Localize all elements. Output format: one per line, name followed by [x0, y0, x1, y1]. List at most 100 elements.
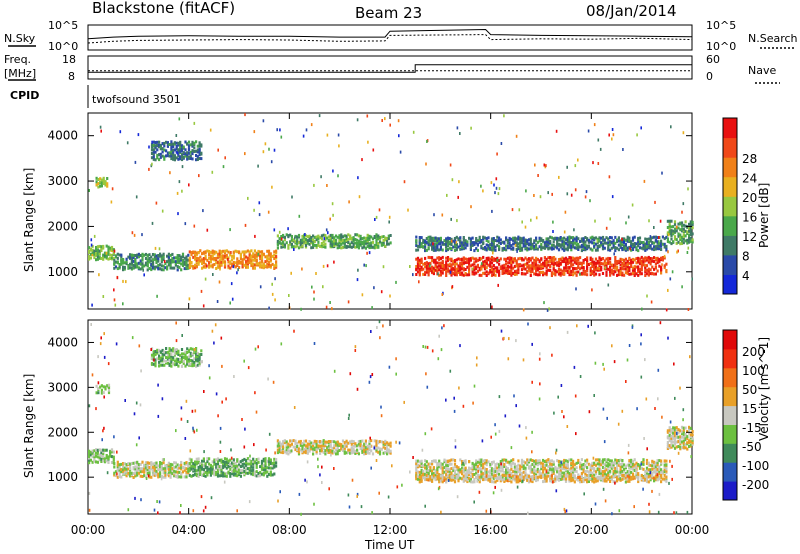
echo-cell [635, 257, 638, 261]
echo-cell [114, 470, 118, 474]
echo-cell [141, 252, 144, 256]
echo-cell [503, 269, 506, 273]
echo-cell [100, 249, 103, 253]
echo-cell [191, 149, 194, 153]
echo-cell [612, 239, 615, 243]
echo-cell [510, 476, 513, 480]
echo-cell [100, 184, 103, 188]
echo-cell [264, 459, 267, 463]
echo-cell [340, 233, 343, 237]
echo-cell [91, 250, 94, 254]
echo-cell [462, 459, 465, 463]
echo-cell [196, 150, 199, 154]
echo-cell [171, 463, 174, 467]
echo-cell [568, 273, 571, 277]
echo-cell [436, 467, 439, 471]
echo-cell [161, 154, 164, 158]
echo-cell [98, 251, 101, 255]
echo-cell [626, 463, 629, 467]
echo-cell [118, 468, 121, 472]
echo-cell [499, 479, 502, 483]
echo-cell [350, 439, 353, 443]
echo-cell [182, 156, 185, 159]
echo-cell [478, 266, 481, 270]
echo-cell [550, 246, 553, 250]
echo-cell [566, 238, 569, 242]
echo-speckle [518, 208, 521, 212]
echo-speckle [111, 187, 114, 191]
echo-cell [218, 474, 221, 478]
echo-cell [505, 460, 508, 464]
echo-cell [624, 243, 627, 246]
echo-cell [416, 477, 420, 481]
echo-cell [526, 239, 529, 243]
echo-cell [450, 257, 453, 261]
echo-cell [102, 459, 105, 463]
echo-cell [573, 260, 576, 264]
echo-cell [116, 256, 119, 260]
echo-cell [137, 468, 140, 472]
echo-cell [651, 463, 654, 467]
echo-cell [125, 467, 128, 471]
echo-cell [633, 258, 636, 262]
echo-cell [415, 265, 418, 268]
echo-cell [155, 469, 158, 473]
echo-cell [184, 140, 187, 144]
echo-cell [96, 253, 99, 256]
echo-cell [303, 439, 306, 443]
echo-cell [181, 252, 185, 256]
echo-cell [654, 467, 657, 471]
echo-cell [416, 459, 420, 463]
echo-cell [543, 242, 546, 246]
echo-cell [151, 266, 155, 270]
echo-cell [535, 469, 538, 473]
echo-cell [259, 474, 262, 478]
echo-cell [642, 460, 645, 464]
echo-cell [208, 263, 211, 267]
echo-cell [178, 254, 181, 258]
echo-cell [633, 245, 636, 249]
echo-cell [663, 264, 666, 268]
echo-cell [296, 442, 299, 445]
freq-panel-frame [87, 55, 693, 80]
echo-cell [386, 452, 389, 456]
echo-cell [607, 256, 610, 260]
echo-cell [136, 468, 139, 472]
echo-cell [269, 265, 272, 269]
echo-cell [283, 243, 286, 247]
echo-cell [134, 473, 137, 477]
echo-cell [441, 271, 444, 275]
echo-cell [494, 273, 497, 277]
echo-cell [446, 263, 450, 267]
echo-cell [508, 469, 511, 472]
echo-cell [327, 235, 330, 239]
echo-cell [120, 260, 123, 264]
echo-cell [489, 462, 492, 466]
echo-cell [536, 477, 539, 481]
echo-cell [673, 220, 677, 224]
echo-cell [543, 246, 546, 250]
echo-cell [589, 468, 592, 472]
echo-cell [473, 480, 476, 484]
echo-cell [110, 245, 114, 249]
echo-cell [461, 477, 464, 481]
echo-cell [663, 466, 666, 469]
echo-cell [179, 157, 182, 161]
echo-cell [329, 238, 332, 242]
echo-cell [624, 247, 627, 251]
echo-cell [123, 466, 126, 470]
echo-cell [177, 141, 180, 145]
echo-cell [441, 476, 444, 480]
echo-cell [232, 464, 235, 468]
echo-cell [665, 262, 668, 266]
echo-cell [589, 465, 592, 469]
echo-cell [429, 475, 432, 478]
echo-speckle [552, 230, 554, 233]
echo-cell [468, 473, 471, 476]
echo-speckle [304, 233, 306, 236]
echo-cell [107, 455, 110, 459]
range-tick-label: 4000 [47, 129, 78, 143]
echo-cell [191, 157, 194, 161]
echo-cell [598, 244, 601, 248]
echo-cell [241, 468, 244, 472]
